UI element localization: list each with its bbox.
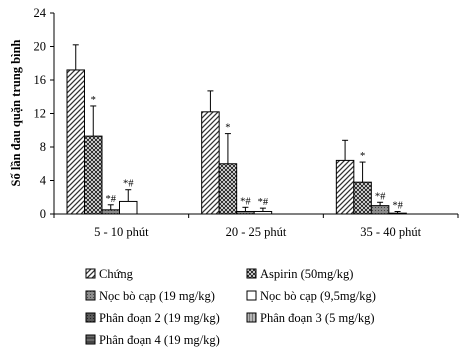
bar — [218, 163, 238, 215]
y-tick-label: 20 — [34, 40, 47, 54]
significance-label: *# — [392, 200, 403, 211]
legend-swatch — [246, 268, 257, 279]
legend-label: Phân đoạn 4 (19 mg/kg) — [99, 333, 220, 347]
x-tick-label: 5 - 10 phút — [94, 225, 149, 239]
legend-label: Aspirin (50mg/kg) — [260, 267, 353, 281]
bar — [66, 69, 85, 215]
y-axis: 0 4 8 12 16 20 24 — [34, 6, 55, 221]
x-axis: 5 - 10 phút 20 - 25 phút 35 - 40 phút — [53, 213, 459, 239]
bar — [119, 200, 138, 215]
bar — [101, 209, 120, 215]
y-tick-label: 0 — [40, 207, 46, 221]
legend-label: Phân đoạn 3 (5 mg/kg) — [260, 311, 375, 325]
y-tick-label: 4 — [40, 174, 47, 188]
bar — [84, 135, 103, 215]
significance-label: * — [225, 123, 230, 134]
legend-swatch — [85, 290, 96, 301]
bar — [201, 111, 220, 215]
significance-label: *# — [375, 191, 386, 202]
significance-label: *# — [123, 179, 134, 190]
legend-swatch — [85, 334, 96, 345]
y-tick-label: 8 — [40, 140, 46, 154]
legend-swatch — [246, 312, 257, 323]
legend-label: Nọc bò cạp (19 mg/kg) — [99, 289, 215, 303]
x-tick-label: 35 - 40 phút — [360, 225, 421, 239]
significance-label: * — [91, 95, 96, 106]
legend: Chứng Aspirin (50mg/kg) Nọc bò cạp (19 mg/… — [85, 267, 376, 347]
legend-swatch — [85, 312, 96, 323]
bar — [335, 159, 355, 215]
y-tick-label: 24 — [34, 6, 47, 20]
legend-label: Nọc bò cạp (9,5mg/kg) — [260, 289, 376, 303]
legend-label: Phân đoạn 2 (19 mg/kg) — [99, 311, 220, 325]
significance-label: *# — [240, 196, 251, 207]
x-tick-label: 20 - 25 phút — [226, 225, 287, 239]
bar — [370, 205, 390, 215]
y-axis-title: Số lần đau quặn trung bình — [9, 39, 23, 186]
legend-swatch — [246, 290, 257, 301]
significance-label: *# — [106, 194, 117, 205]
bars-group: * *# *# * *# *# * *# *# — [66, 44, 407, 215]
y-tick-label: 16 — [34, 73, 47, 87]
significance-label: *# — [258, 197, 269, 208]
y-tick-label: 12 — [34, 107, 47, 121]
legend-swatch — [85, 268, 96, 279]
legend-label: Chứng — [99, 267, 134, 281]
bar — [353, 181, 372, 215]
significance-label: * — [360, 151, 365, 162]
